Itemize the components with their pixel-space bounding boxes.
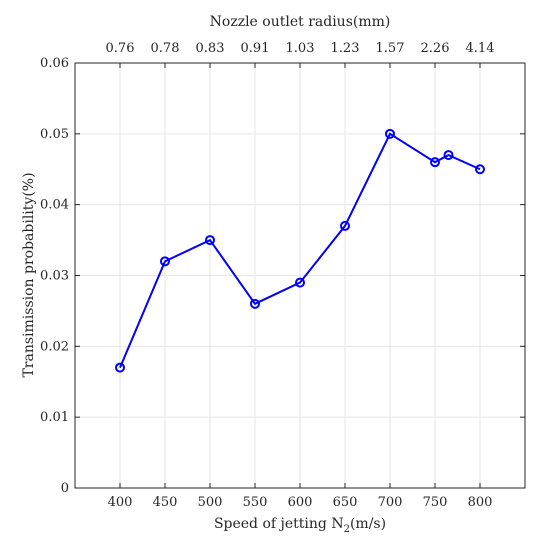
top-tick-label: 0.78 — [151, 41, 180, 56]
x-tick-label: 750 — [423, 495, 448, 510]
x-tick-label: 800 — [468, 495, 493, 510]
y-tick-label: 0 — [61, 481, 69, 496]
top-tick-label: 0.83 — [196, 41, 225, 56]
top-axis-title: Nozzle outlet radius(mm) — [210, 14, 391, 30]
data-point-marker — [115, 362, 125, 373]
x-tick-label: 600 — [288, 495, 313, 510]
x-tick-label: 500 — [198, 495, 223, 510]
y-tick-label: 0.04 — [40, 198, 69, 213]
top-tick-label: 1.23 — [331, 41, 360, 56]
x-tick-label: 550 — [243, 495, 268, 510]
data-point-marker — [205, 235, 215, 246]
data-point-marker — [443, 150, 454, 161]
x-axis-title-main: Speed of jetting N — [214, 516, 344, 532]
data-point-marker — [160, 256, 170, 267]
data-point-marker — [340, 220, 350, 231]
x-axis-title: Speed of jetting N2(m/s) — [214, 516, 386, 535]
top-tick-label: 4.14 — [466, 41, 495, 56]
y-tick-label: 0.02 — [40, 339, 69, 354]
top-tick-label: 0.91 — [241, 41, 270, 56]
x-tick-label: 650 — [333, 495, 358, 510]
y-tick-label: 0.01 — [40, 410, 69, 425]
top-tick-label: 2.26 — [421, 41, 450, 56]
top-tick-label: 1.03 — [286, 41, 315, 56]
data-point-marker — [385, 128, 395, 139]
data-point-marker — [475, 164, 485, 175]
top-tick-label: 1.57 — [376, 41, 405, 56]
x-axis-title-unit: (m/s) — [350, 516, 386, 532]
data-point-marker — [430, 157, 440, 168]
y-tick-label: 0.06 — [40, 56, 69, 71]
top-tick-label: 0.76 — [106, 41, 135, 56]
x-tick-label: 450 — [153, 495, 178, 510]
top-tick-labels: 0.76 0.78 0.83 0.91 1.03 1.23 1.57 2.26 4.14 — [106, 41, 495, 56]
y-tick-label: 0.05 — [40, 127, 69, 142]
data-point-marker — [250, 298, 260, 309]
grid-lines — [75, 62, 525, 489]
y-axis-title: Transimission probability(%) — [21, 172, 37, 377]
y-tick-label: 0.03 — [40, 269, 69, 284]
plot-frame — [74, 62, 526, 489]
x-tick-labels: 400 450 500 550 600 650 700 750 800 — [108, 495, 493, 510]
x-tick-label: 400 — [108, 495, 133, 510]
x-tick-label: 700 — [378, 495, 403, 510]
data-point-marker — [295, 277, 305, 288]
y-tick-labels: 0 0.01 0.02 0.03 0.04 0.05 0.06 — [40, 56, 69, 496]
x-axis-title-subscript: 2 — [344, 524, 350, 535]
data-series — [115, 128, 485, 373]
series-line — [119, 132, 481, 368]
